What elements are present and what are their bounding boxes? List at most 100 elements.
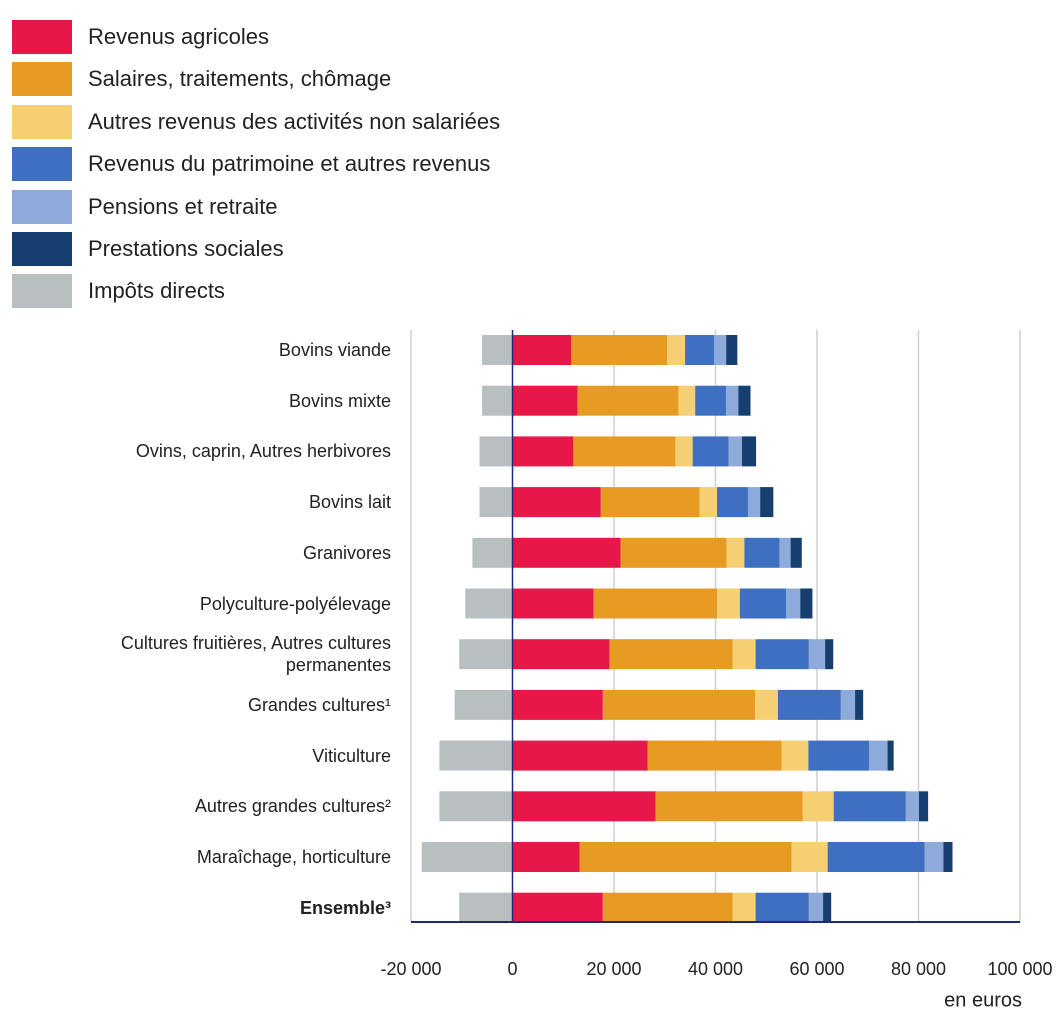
bar-segment xyxy=(512,740,648,771)
x-tick-label: 20 000 xyxy=(586,959,641,979)
bar-segment xyxy=(482,385,513,416)
x-tick-label: 100 000 xyxy=(987,959,1052,979)
category-label: Ovins, caprin, Autres herbivores xyxy=(135,441,391,462)
legend-item: Revenus agricoles xyxy=(12,20,269,54)
bar-segment xyxy=(459,639,513,670)
bar-segment xyxy=(855,689,864,720)
legend-swatch xyxy=(12,232,72,266)
category-label: Granivores xyxy=(302,542,391,563)
bar-segment xyxy=(647,740,782,771)
category-label: Bovins mixte xyxy=(288,390,391,411)
category-label: Bovins viande xyxy=(278,340,391,360)
legend-swatch xyxy=(12,104,72,139)
x-tick-label: 0 xyxy=(507,959,517,979)
bar-segment xyxy=(573,436,676,467)
bar-segment xyxy=(678,385,696,416)
bar-segment xyxy=(593,588,718,619)
bar-segment xyxy=(741,436,757,467)
category-label: Viticulture xyxy=(312,745,391,766)
bar-segment xyxy=(840,689,856,720)
bar-segment xyxy=(887,740,894,771)
bar-segment xyxy=(755,639,809,670)
bar-segment xyxy=(602,892,733,923)
bar-segment xyxy=(777,689,841,720)
legend-label: Autres revenus des activités non salarié… xyxy=(88,108,501,134)
legend-swatch xyxy=(12,20,72,54)
bar-segment xyxy=(600,487,700,518)
bar-segment xyxy=(454,689,513,720)
bar-segment xyxy=(512,335,572,365)
bar-segment xyxy=(808,892,824,923)
x-tick-label: 80 000 xyxy=(891,959,946,979)
legend-item: Prestations sociales xyxy=(12,232,284,266)
bar-segment xyxy=(685,335,714,365)
legend-swatch xyxy=(12,189,72,224)
bar-segment xyxy=(747,487,761,518)
legend-label: Salaires, traitements, chômage xyxy=(88,66,392,92)
legend-item: Impôts directs xyxy=(12,274,225,309)
legend-swatch xyxy=(12,62,72,97)
bar-segment xyxy=(439,791,513,822)
bar-segment xyxy=(699,487,718,518)
bar-segment xyxy=(512,487,601,518)
legend-label: Pensions et retraite xyxy=(88,193,278,219)
bar-segment xyxy=(779,537,791,568)
bar-segment xyxy=(808,740,870,771)
category-label: Maraîchage, horticulture xyxy=(196,847,391,867)
bar-segment xyxy=(472,537,513,568)
legend-item: Autres revenus des activités non salarié… xyxy=(12,104,501,139)
bar-segment xyxy=(692,436,729,467)
bar-segment xyxy=(744,537,780,568)
bar-segment xyxy=(717,588,740,619)
bar-segment xyxy=(726,385,739,416)
bar-segment xyxy=(802,791,834,822)
bar-segment xyxy=(602,689,756,720)
bar-segment xyxy=(571,335,668,365)
bar-segment xyxy=(728,436,742,467)
bar-segment xyxy=(755,689,778,720)
bar-segment xyxy=(512,892,603,923)
bar-segment xyxy=(620,537,727,568)
bar-segment xyxy=(717,487,748,518)
legend-label: Prestations sociales xyxy=(88,236,284,261)
bar-segment xyxy=(905,791,920,822)
bar-segment xyxy=(579,842,792,872)
bar-segment xyxy=(655,791,803,822)
category-label: Ensemble³ xyxy=(299,897,391,918)
bar-segment xyxy=(695,385,727,416)
bar-segment xyxy=(577,385,679,416)
bar-segment xyxy=(726,537,745,568)
bar-segment xyxy=(791,842,828,872)
bar-segment xyxy=(609,639,733,670)
bar-segment xyxy=(924,842,944,872)
legend-item: Revenus du patrimoine et autres revenus xyxy=(12,147,490,182)
bar-segment xyxy=(786,588,801,619)
bar-segment xyxy=(421,842,513,872)
bar-segment xyxy=(512,436,574,467)
x-tick-label: 40 000 xyxy=(688,959,743,979)
bar-segment xyxy=(781,740,809,771)
bar-segment xyxy=(465,588,513,619)
bar-segment xyxy=(512,639,610,670)
legend-item: Salaires, traitements, chômage xyxy=(12,62,392,97)
legend-label: Revenus agricoles xyxy=(88,24,269,49)
bar-segment xyxy=(755,892,809,923)
bar-segment xyxy=(479,487,513,518)
category-label: Polyculture-polyélevage xyxy=(199,593,391,614)
bar-segment xyxy=(823,892,832,923)
bar-segment xyxy=(512,791,656,822)
x-axis-label: en euros xyxy=(944,989,1022,1011)
bar-segment xyxy=(479,436,513,467)
category-label: Bovins lait xyxy=(308,492,391,513)
x-tick-label: -20 000 xyxy=(380,959,441,979)
bar-segment xyxy=(808,639,826,670)
legend-swatch xyxy=(12,147,72,182)
bar-segment xyxy=(943,842,953,872)
bar-segment xyxy=(800,588,813,619)
bar-segment xyxy=(512,588,594,619)
bar-segment xyxy=(732,639,756,670)
bar-segment xyxy=(482,335,513,365)
bar-segment xyxy=(739,588,787,619)
